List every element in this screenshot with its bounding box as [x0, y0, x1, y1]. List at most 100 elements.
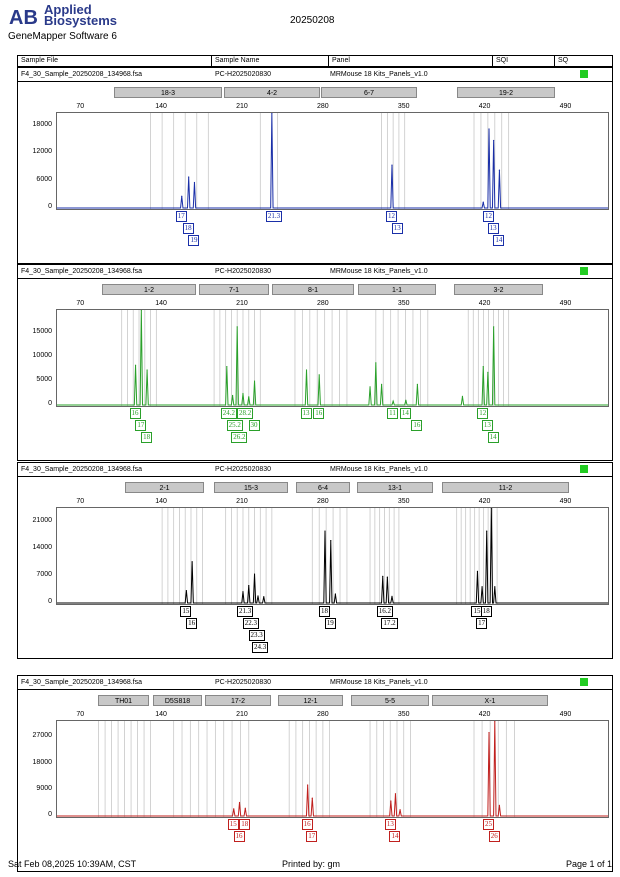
- y-tick-label: 0: [48, 811, 52, 818]
- allele-call-label[interactable]: 18: [182, 223, 194, 234]
- allele-call-label[interactable]: 17: [175, 211, 187, 222]
- allele-call-label[interactable]: 11: [387, 408, 398, 419]
- peak-point: [242, 591, 244, 593]
- allele-call-label[interactable]: 26.2: [231, 432, 248, 443]
- marker-1-2[interactable]: 1-2: [102, 284, 196, 295]
- allele-call-label[interactable]: 12: [477, 408, 489, 419]
- marker-7-1[interactable]: 7-1: [199, 284, 269, 295]
- allele-call-label[interactable]: 22.3: [242, 618, 259, 629]
- allele-call-label[interactable]: 16: [301, 819, 313, 830]
- marker-6-4[interactable]: 6-4: [296, 482, 350, 493]
- panel-panel-name: MRMouse 18 Kits_Panels_v1.0: [330, 268, 428, 275]
- peak-point: [486, 530, 488, 532]
- allele-call-label[interactable]: 15: [180, 606, 192, 617]
- software-name: GeneMapper Software 6: [8, 31, 117, 42]
- allele-call-label[interactable]: 28.2: [236, 408, 254, 419]
- allele-call-label[interactable]: 18: [318, 606, 330, 617]
- electropherogram-panel-blue: F4_30_Sample_20250208_134968.fsa PC-H2025…: [17, 67, 613, 264]
- marker-X-1[interactable]: X-1: [432, 695, 548, 706]
- allele-call-label[interactable]: 17: [306, 831, 318, 842]
- peak-point: [181, 195, 183, 197]
- allele-call-label[interactable]: 14: [399, 408, 411, 419]
- allele-call-label[interactable]: 18: [480, 606, 492, 617]
- x-tick-label: 140: [155, 300, 167, 307]
- peak-point: [498, 804, 501, 806]
- peak-point: [263, 596, 265, 598]
- marker-1-1[interactable]: 1-1: [358, 284, 436, 295]
- allele-call-label[interactable]: 12: [483, 211, 495, 222]
- marker-3-2[interactable]: 3-2: [454, 284, 543, 295]
- marker-8-1[interactable]: 8-1: [272, 284, 354, 295]
- allele-call-label[interactable]: 18: [141, 432, 153, 443]
- marker-6-7[interactable]: 6-7: [321, 87, 417, 98]
- marker-17-2[interactable]: 17-2: [205, 695, 271, 706]
- y-tick-label: 10000: [32, 352, 52, 359]
- x-tick-label: 350: [397, 103, 410, 110]
- marker-4-2[interactable]: 4-2: [224, 87, 320, 98]
- marker-TH01[interactable]: TH01: [98, 695, 149, 706]
- allele-call-label[interactable]: 25.2: [226, 420, 243, 431]
- col-panel: Panel: [332, 57, 350, 64]
- allele-call-label[interactable]: 23.3: [248, 630, 265, 641]
- allele-call-label[interactable]: 19: [188, 235, 200, 246]
- x-tick-label: 70: [76, 711, 85, 718]
- allele-call-label[interactable]: 13: [391, 223, 403, 234]
- peak-point: [390, 800, 392, 802]
- trace-line: [57, 310, 608, 406]
- allele-call-label[interactable]: 21.3: [236, 606, 254, 617]
- allele-call-label[interactable]: 16: [233, 831, 245, 842]
- allele-call-label[interactable]: 24.2: [220, 408, 238, 419]
- y-tick-label: 0: [48, 203, 52, 210]
- allele-call-label[interactable]: 25: [483, 819, 495, 830]
- allele-call-label[interactable]: 16: [411, 420, 423, 431]
- trace-line: [57, 508, 608, 604]
- peak-point: [490, 508, 492, 509]
- allele-call-label[interactable]: 14: [389, 831, 401, 842]
- marker-D5S818[interactable]: D5S818: [153, 695, 202, 706]
- allele-call-label[interactable]: 13: [300, 408, 312, 419]
- trace-line: [57, 721, 608, 817]
- x-tick-label: 280: [316, 103, 329, 110]
- panel-panel-name: MRMouse 18 Kits_Panels_v1.0: [330, 71, 428, 78]
- peak-point: [494, 721, 496, 722]
- allele-call-label[interactable]: 21.3: [265, 211, 283, 222]
- allele-call-label[interactable]: 13: [487, 223, 499, 234]
- allele-call-label[interactable]: 17: [476, 618, 488, 629]
- peak-point: [193, 181, 196, 184]
- peak-point: [324, 530, 326, 532]
- allele-call-label[interactable]: 26: [488, 831, 500, 842]
- marker-12-1[interactable]: 12-1: [278, 695, 343, 706]
- allele-call-label[interactable]: 16: [129, 408, 141, 419]
- allele-call-label[interactable]: 15: [227, 819, 239, 830]
- allele-call-label[interactable]: 17: [135, 420, 147, 431]
- allele-call-label[interactable]: 16: [186, 618, 198, 629]
- allele-call-label[interactable]: 17.2: [381, 618, 398, 629]
- allele-call-label[interactable]: 13: [481, 420, 493, 431]
- x-tick-label: 280: [316, 711, 329, 718]
- marker-18-3[interactable]: 18-3: [114, 87, 222, 98]
- marker-13-1[interactable]: 13-1: [357, 482, 433, 493]
- allele-call-label[interactable]: 18: [239, 819, 251, 830]
- allele-call-label[interactable]: 16: [313, 408, 325, 419]
- allele-call-label[interactable]: 14: [487, 432, 499, 443]
- peak-point: [488, 128, 490, 130]
- allele-call-label[interactable]: 14: [493, 235, 505, 246]
- allele-call-label[interactable]: 13: [384, 819, 396, 830]
- marker-2-1[interactable]: 2-1: [125, 482, 204, 493]
- peak-point: [318, 374, 320, 376]
- peak-point: [236, 326, 238, 328]
- x-tick-label: 140: [155, 103, 167, 110]
- applied-biosystems-logo: AB: [8, 6, 42, 28]
- allele-call-label[interactable]: 19: [324, 618, 336, 629]
- y-tick-label: 0: [48, 598, 52, 605]
- marker-19-2[interactable]: 19-2: [457, 87, 555, 98]
- peak-point: [392, 400, 394, 402]
- allele-call-label[interactable]: 16.2: [376, 606, 393, 617]
- peak-point: [391, 164, 393, 166]
- allele-call-label[interactable]: 24.3: [251, 642, 269, 653]
- marker-15-3[interactable]: 15-3: [214, 482, 288, 493]
- marker-11-2[interactable]: 11-2: [442, 482, 569, 493]
- marker-5-5[interactable]: 5-5: [351, 695, 429, 706]
- allele-call-label[interactable]: 30: [248, 420, 260, 431]
- allele-call-label[interactable]: 12: [385, 211, 397, 222]
